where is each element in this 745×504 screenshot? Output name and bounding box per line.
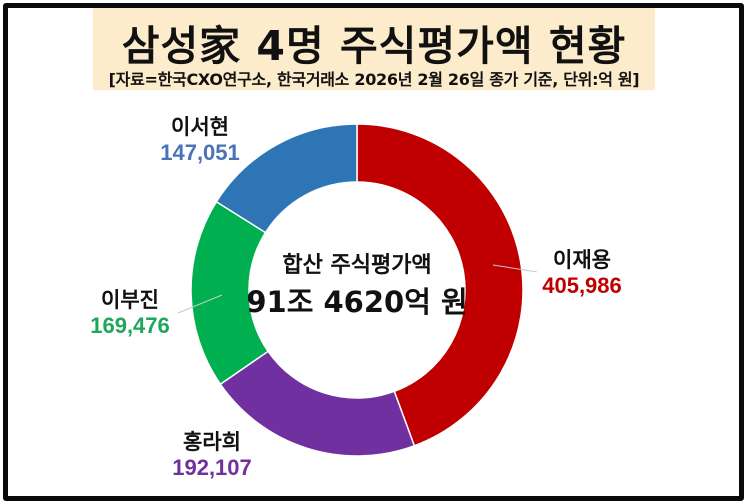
donut-segments <box>190 123 524 457</box>
segment-lee-seo-hyun <box>215 123 358 234</box>
label-value: 147,051 <box>160 140 240 165</box>
leader-line-lee-boo-jin <box>177 294 223 314</box>
label-value: 192,107 <box>172 455 252 480</box>
center-label: 합산 주식평가액 <box>282 253 432 278</box>
chart-title: 삼성家 4명 주식평가액 현황 <box>121 22 627 70</box>
label-value: 405,986 <box>542 273 622 298</box>
center-value: 91조 4620억 원 <box>246 285 468 319</box>
label-name: 이부진 <box>101 288 159 312</box>
segment-lee-jae-yong <box>356 123 524 447</box>
label-lee-jae-yong: 이재용 405,986 <box>522 247 642 299</box>
label-name: 이재용 <box>553 248 611 272</box>
label-name: 홍라희 <box>183 430 241 454</box>
label-lee-boo-jin: 이부진 169,476 <box>70 287 190 339</box>
label-name: 이서현 <box>171 115 229 139</box>
label-hong-ra-hee: 홍라희 192,107 <box>152 429 272 481</box>
center-total: 합산 주식평가액 91조 4620억 원 <box>237 250 477 322</box>
label-value: 169,476 <box>90 313 170 338</box>
chart-subtitle: [자료=한국CXO연구소, 한국거래소 2026년 2월 26일 종가 기준, … <box>108 70 640 89</box>
label-lee-seo-hyun: 이서현 147,051 <box>140 114 260 166</box>
title-box: 삼성家 4명 주식평가액 현황 [자료=한국CXO연구소, 한국거래소 2026… <box>93 8 655 90</box>
leader-line-lee-jae-yong <box>492 264 538 273</box>
